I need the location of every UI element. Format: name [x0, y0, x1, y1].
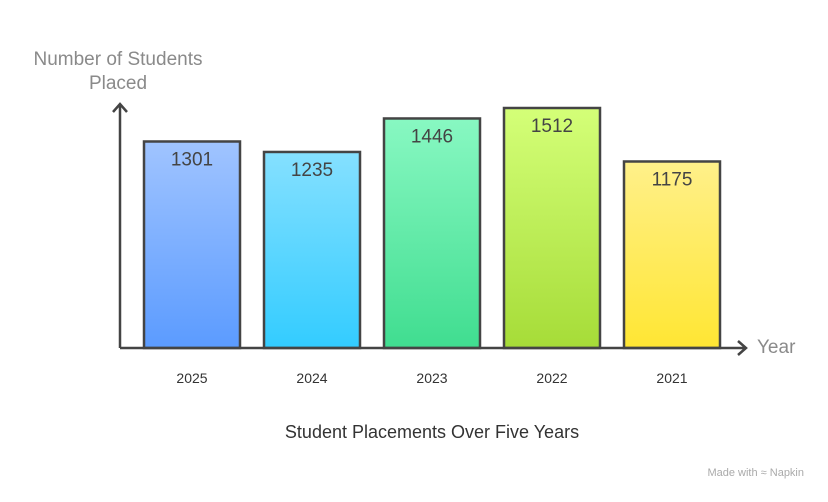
data-label-2021: 1175	[652, 169, 693, 190]
data-label-2023: 1446	[411, 126, 453, 147]
tick-label-2022: 2022	[536, 370, 567, 386]
y-axis	[112, 102, 128, 348]
bar-2022	[502, 106, 602, 350]
bar-2023	[382, 117, 482, 350]
data-label-2022: 1512	[531, 116, 573, 137]
x-axis	[120, 340, 748, 356]
tick-label-2023: 2023	[416, 370, 447, 386]
x-axis-label: Year	[757, 337, 796, 358]
tick-label-2021: 2021	[656, 370, 687, 386]
tick-label-2025: 2025	[176, 370, 207, 386]
tick-label-2024: 2024	[296, 370, 327, 386]
napkin-watermark: Made with ≈ Napkin	[707, 467, 804, 479]
bar-2025	[142, 140, 242, 350]
y-axis-label: Number of Students Placed	[33, 49, 203, 94]
data-label-2024: 1235	[291, 160, 333, 181]
data-label-2025: 1301	[171, 149, 213, 170]
chart-title: Student Placements Over Five Years	[284, 422, 580, 442]
bar-2024	[262, 150, 362, 350]
bar-2021	[622, 160, 722, 350]
